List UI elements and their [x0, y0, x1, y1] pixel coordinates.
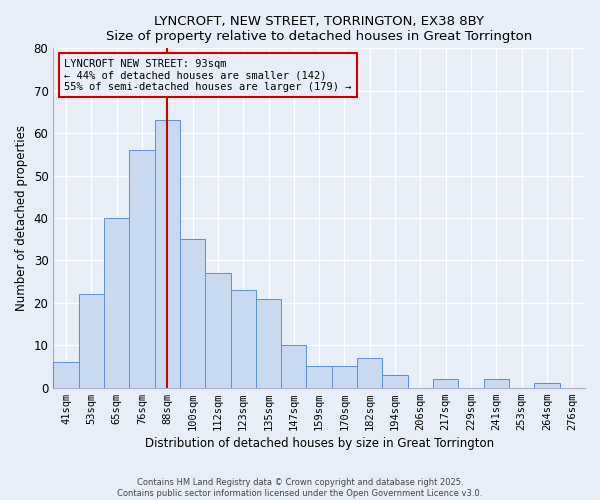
Bar	[535, 384, 560, 388]
Bar	[332, 366, 357, 388]
Bar	[104, 218, 129, 388]
Text: LYNCROFT NEW STREET: 93sqm
← 44% of detached houses are smaller (142)
55% of sem: LYNCROFT NEW STREET: 93sqm ← 44% of deta…	[64, 58, 352, 92]
Bar	[180, 239, 205, 388]
Bar	[357, 358, 382, 388]
X-axis label: Distribution of detached houses by size in Great Torrington: Distribution of detached houses by size …	[145, 437, 494, 450]
Bar	[230, 290, 256, 388]
Bar	[281, 346, 307, 388]
Bar	[382, 375, 408, 388]
Bar	[307, 366, 332, 388]
Bar	[79, 294, 104, 388]
Text: Contains HM Land Registry data © Crown copyright and database right 2025.
Contai: Contains HM Land Registry data © Crown c…	[118, 478, 482, 498]
Title: LYNCROFT, NEW STREET, TORRINGTON, EX38 8BY
Size of property relative to detached: LYNCROFT, NEW STREET, TORRINGTON, EX38 8…	[106, 15, 532, 43]
Bar	[129, 150, 155, 388]
Bar	[155, 120, 180, 388]
Bar	[205, 273, 230, 388]
Bar	[256, 298, 281, 388]
Bar	[53, 362, 79, 388]
Bar	[433, 379, 458, 388]
Y-axis label: Number of detached properties: Number of detached properties	[15, 125, 28, 311]
Bar	[484, 379, 509, 388]
